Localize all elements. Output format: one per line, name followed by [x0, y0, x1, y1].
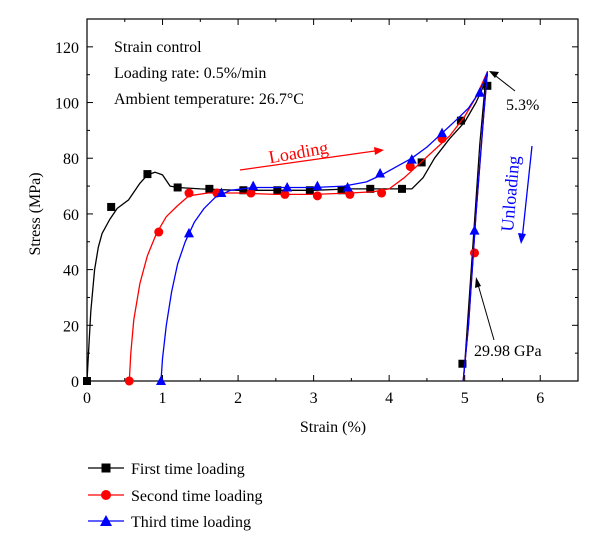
- legend-item-second: Second time loading: [88, 488, 263, 505]
- modulus-annotation: 29.98 GPa: [474, 343, 542, 360]
- series-point-second: [405, 162, 415, 172]
- series-point-first: [239, 186, 248, 195]
- series-point-first: [483, 81, 492, 90]
- legend-label-first: First time loading: [131, 461, 245, 478]
- series-point-third: [406, 154, 417, 164]
- loading-arrowhead: [374, 147, 384, 155]
- loading-arrow: [239, 149, 383, 171]
- series-point-first: [397, 184, 406, 193]
- y-tick-label-6: 120: [55, 40, 79, 57]
- legend-item-first: First time loading: [88, 461, 245, 478]
- series-point-third: [474, 87, 485, 97]
- legend-label-third: Third time loading: [131, 514, 251, 531]
- series-point-third: [156, 375, 167, 385]
- series-point-first: [366, 184, 375, 193]
- series-point-third: [248, 180, 259, 191]
- series-point-first: [143, 170, 152, 179]
- series-point-second: [184, 188, 194, 198]
- series-point-third: [312, 180, 323, 191]
- x-tick-label-2: 2: [234, 390, 242, 407]
- x-tick-label-0: 0: [83, 390, 91, 407]
- info-line-control: Strain control: [114, 39, 202, 56]
- series-point-first: [458, 359, 467, 368]
- peak-strain-annotation: 5.3%: [506, 97, 539, 114]
- series-point-third: [437, 127, 448, 138]
- series-point-second: [246, 188, 256, 198]
- series-line-second: [128, 71, 489, 382]
- series-point-second: [377, 188, 387, 198]
- modulus-arrow: [476, 280, 495, 341]
- y-tick-label-0: 0: [71, 374, 79, 391]
- series-point-third: [216, 187, 227, 198]
- x-tick-label-1: 1: [159, 390, 167, 407]
- legend: First time loading Second time loading T…: [88, 461, 263, 531]
- x-tick-label-4: 4: [385, 390, 393, 407]
- series-point-second: [124, 376, 134, 386]
- loading-annotation: Loading: [267, 137, 330, 167]
- x-tick-label-6: 6: [536, 390, 544, 407]
- series-point-first: [173, 183, 182, 192]
- y-tick-label-5: 100: [55, 96, 79, 113]
- series-point-third: [282, 181, 293, 192]
- y-tick-label-4: 80: [63, 151, 79, 168]
- unloading-annotation: Unloading: [497, 155, 524, 232]
- series-point-first: [273, 186, 282, 195]
- series-point-first: [337, 186, 346, 195]
- y-tick-label-1: 20: [63, 318, 79, 335]
- series-point-third: [375, 168, 386, 178]
- series-point-first: [305, 186, 314, 195]
- series-point-second: [345, 189, 355, 199]
- series-point-third: [183, 227, 194, 238]
- series-point-first: [83, 377, 91, 385]
- unloading-arrow: [521, 145, 533, 241]
- series-point-third: [469, 225, 480, 235]
- plot-frame: [86, 18, 579, 382]
- x-axis-title: Strain (%): [300, 419, 366, 436]
- series-point-first: [107, 202, 116, 211]
- y-tick-label-3: 60: [63, 207, 79, 224]
- legend-label-second: Second time loading: [131, 488, 263, 505]
- unloading-arrowhead: [518, 233, 526, 244]
- series-point-second: [154, 227, 164, 237]
- series-line-third: [160, 71, 489, 382]
- series-line-first: [86, 74, 489, 382]
- modulus-arrowhead: [475, 277, 481, 288]
- x-tick-label-5: 5: [461, 390, 469, 407]
- legend-item-third: Third time loading: [88, 514, 251, 531]
- series-point-third: [342, 181, 353, 192]
- series-point-second: [470, 248, 480, 258]
- peak-strain-arrowhead: [489, 71, 499, 78]
- info-line-rate: Loading rate: 0.5%/min: [114, 65, 266, 82]
- info-line-temperature: Ambient temperature: 26.7°C: [114, 91, 304, 108]
- series-point-second: [280, 189, 290, 199]
- x-tick-label-3: 3: [310, 390, 318, 407]
- y-axis-title: Stress (MPa): [27, 172, 44, 255]
- series-point-first: [205, 184, 214, 193]
- series-point-second: [312, 191, 322, 201]
- y-tick-label-2: 40: [63, 263, 79, 280]
